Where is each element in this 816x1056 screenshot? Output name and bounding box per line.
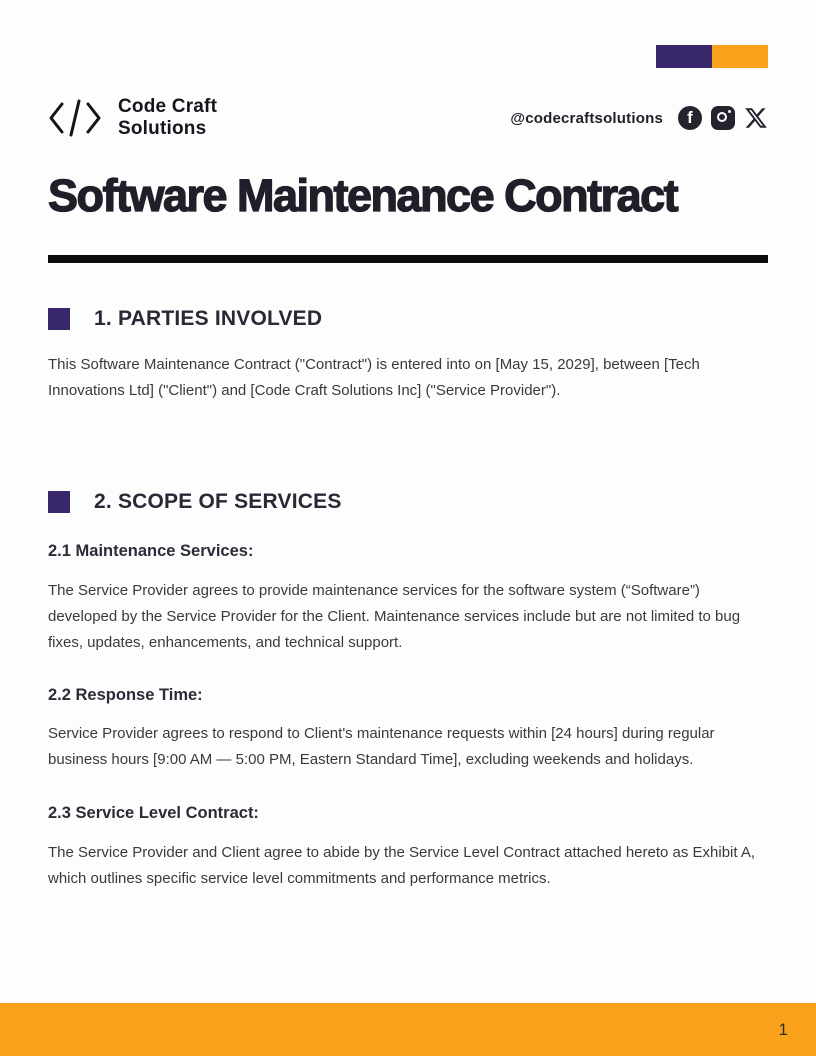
company-name: Code Craft Solutions xyxy=(118,96,217,140)
section-bullet-icon xyxy=(48,491,70,513)
subsection-2-1-paragraph: The Service Provider agrees to provide m… xyxy=(48,582,741,651)
code-brackets-icon xyxy=(48,98,102,138)
facebook-icon: f xyxy=(678,106,702,130)
purple-bar xyxy=(656,45,712,68)
subsection-2-3-label: 2.3 Service Level Contract: xyxy=(48,804,259,822)
x-twitter-icon xyxy=(744,106,768,130)
instagram-icon xyxy=(711,106,735,130)
page-number: 1 xyxy=(778,1019,788,1039)
section-bullet-icon xyxy=(48,308,70,330)
subsection-2-2-paragraph: Service Provider agrees to respond to Cl… xyxy=(48,725,715,768)
section-1-paragraph: This Software Maintenance Contract ("Con… xyxy=(48,356,700,399)
company-logo: Code Craft Solutions xyxy=(48,96,217,140)
orange-bar xyxy=(712,45,768,68)
subsection-2-1-label: 2.1 Maintenance Services: xyxy=(48,542,254,560)
brand-color-bars xyxy=(656,45,768,68)
title-divider xyxy=(48,255,768,263)
page-footer: 1 xyxy=(0,1003,816,1056)
section-1-heading: 1. PARTIES INVOLVED xyxy=(48,307,768,331)
section-2-heading-text: 2. SCOPE OF SERVICES xyxy=(94,490,342,513)
subsection-2-2-label: 2.2 Response Time: xyxy=(48,686,203,704)
section-1-heading-text: 1. PARTIES INVOLVED xyxy=(94,307,323,330)
company-name-line2: Solutions xyxy=(118,118,207,139)
company-name-line1: Code Craft xyxy=(118,96,218,118)
social-links: @codecraftsolutions f xyxy=(510,106,768,130)
instagram-flash-dot xyxy=(728,109,731,113)
instagram-lens xyxy=(717,112,727,122)
section-2-heading: 2. SCOPE OF SERVICES xyxy=(48,490,768,514)
header: Code Craft Solutions @codecraftsolutions… xyxy=(48,94,768,142)
social-handle: @codecraftsolutions xyxy=(510,109,663,127)
page-title: Software Maintenance Contract xyxy=(47,169,679,221)
subsection-2-3-paragraph: The Service Provider and Client agree to… xyxy=(48,844,756,887)
